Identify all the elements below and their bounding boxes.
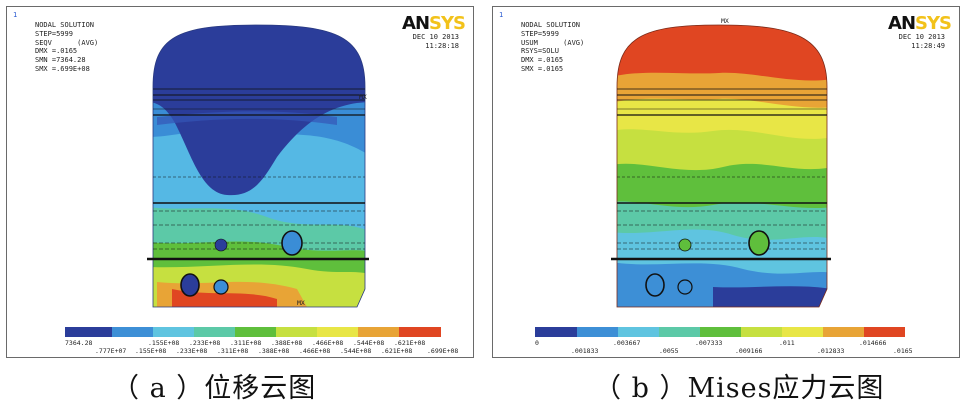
- legend-label: .621E+08: [394, 339, 425, 347]
- legend-label: .007333: [695, 339, 722, 347]
- legend-label: .544E+08: [353, 339, 384, 347]
- ansys-logo: ANSYS: [888, 13, 952, 34]
- figure-panel-a: 1 NODAL SOLUTION STEP=5999 SEQV (AVG) DM…: [6, 6, 474, 358]
- legend-label: .009166: [735, 347, 762, 355]
- info-line: STEP=5999: [35, 29, 73, 38]
- legend-label: .014666: [859, 339, 886, 347]
- legend-label: .311E+08: [217, 347, 248, 355]
- legend-label: .012833: [817, 347, 844, 355]
- time-text: 11:28:18: [425, 41, 459, 50]
- info-line: NODAL SOLUTION: [35, 21, 95, 29]
- mx-marker: MX: [721, 17, 729, 25]
- legend-label: .011: [779, 339, 795, 347]
- solution-info-b: NODAL SOLUTION STEP=5999 USUM (AVG) RSYS…: [521, 21, 584, 74]
- legend-label: .466E+08: [312, 339, 343, 347]
- info-line: DMX =.0165: [35, 47, 78, 56]
- legend-label: .155E+08: [148, 339, 179, 347]
- info-line: NODAL SOLUTION: [521, 21, 581, 29]
- legend-label: 7364.28: [65, 339, 92, 347]
- timestamp-a: DEC 10 2013 11:28:18: [413, 33, 459, 51]
- legend-label: .699E+08: [427, 347, 458, 355]
- time-text: 11:28:49: [911, 41, 945, 50]
- logo-part: AN: [402, 13, 430, 34]
- date-text: DEC 10 2013: [412, 33, 459, 41]
- contour-plot-b: MX 0 .003667 .007333 .011 .014666 .00183…: [535, 17, 913, 355]
- window-number: 1: [499, 11, 504, 19]
- legend-label: 0: [535, 339, 539, 347]
- legend-label: .388E+08: [258, 347, 289, 355]
- figure-panel-b: 1 NODAL SOLUTION STEP=5999 USUM (AVG) RS…: [492, 6, 960, 358]
- info-line: SEQV (AVG): [35, 38, 99, 47]
- logo-part: AN: [888, 13, 916, 34]
- window-number: 1: [13, 11, 18, 19]
- ansys-logo: ANSYS: [402, 13, 466, 34]
- legend-label: .621E+08: [381, 347, 412, 355]
- legend-label: .777E+07: [95, 347, 126, 355]
- date-text: DEC 10 2013: [898, 33, 945, 41]
- info-line: DMX =.0165: [521, 56, 564, 65]
- legend-label: .001833: [571, 347, 598, 355]
- legend-label: .388E+08: [271, 339, 302, 347]
- legend-label: .544E+08: [340, 347, 371, 355]
- info-line: USUM (AVG): [521, 38, 585, 47]
- contour-plot-a: MX MX 7364.28 .155E+08 .233E+08 .311E+08…: [65, 24, 458, 355]
- logo-part: SYS: [915, 13, 952, 34]
- caption-a: （ a ）位移云图: [112, 373, 317, 404]
- info-line: STEP=5999: [521, 29, 559, 38]
- legend-label: .003667: [613, 339, 640, 347]
- legend-label: .0055: [659, 347, 679, 355]
- solution-info-a: NODAL SOLUTION STEP=5999 SEQV (AVG) DMX …: [35, 21, 98, 74]
- info-line: SMN =7364.28: [35, 56, 86, 65]
- legend-label: .0165: [893, 347, 913, 355]
- mx-marker: MX: [359, 93, 367, 101]
- info-line: SMX =.0165: [521, 64, 564, 73]
- info-line: SMX =.699E+08: [35, 64, 90, 73]
- legend-label: .155E+08: [135, 347, 166, 355]
- legend-label: .233E+08: [189, 339, 220, 347]
- timestamp-b: DEC 10 2013 11:28:49: [899, 33, 945, 51]
- legend-label: .233E+08: [176, 347, 207, 355]
- caption-b: （ b ）Mises应力云图: [594, 373, 885, 404]
- legend-label: .466E+08: [299, 347, 330, 355]
- mn-marker: MX: [297, 299, 305, 307]
- info-line: RSYS=SOLU: [521, 47, 559, 56]
- logo-part: SYS: [429, 13, 466, 34]
- legend-label: .311E+08: [230, 339, 261, 347]
